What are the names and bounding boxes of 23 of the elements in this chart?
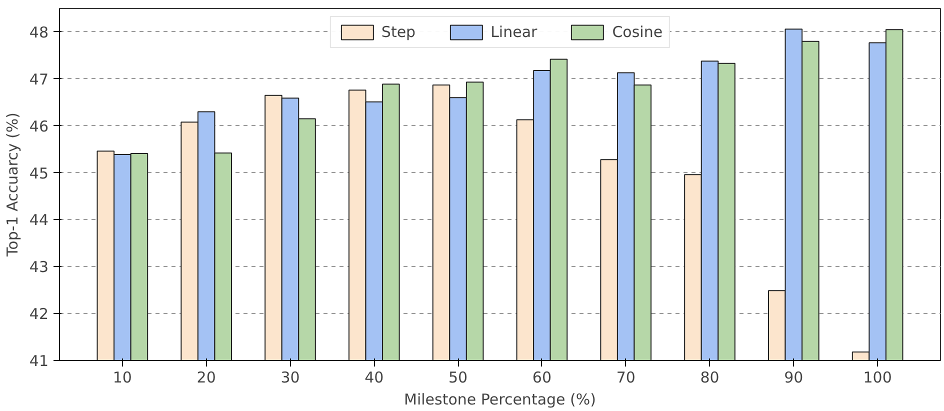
y-tick-label: 48 [29,23,49,42]
y-tick-label: 46 [29,117,49,136]
y-tick-label: 44 [29,211,49,230]
x-tick-label: 30 [280,368,300,386]
x-tick-label: 80 [700,368,720,386]
legend-label: Linear [490,23,538,41]
legend-label: Step [381,23,416,41]
x-axis-title: Milestone Percentage (%) [404,390,596,408]
y-tick-label: 42 [29,305,49,324]
y-tick-label: 45 [29,164,49,182]
y-tick-label: 43 [29,258,49,276]
y-tick-label: 47 [29,70,49,88]
x-tick-label: 20 [196,368,216,386]
x-tick-label: 100 [863,368,892,386]
x-tick-label: 10 [112,368,132,386]
x-tick-label: 50 [448,368,468,386]
legend-label: Cosine [612,23,663,41]
x-tick-label: 40 [364,368,384,386]
x-tick-label: 60 [532,368,552,386]
y-axis-title: Top-1 Accuarcy (%) [3,112,22,258]
y-tick-label: 41 [29,352,49,370]
x-tick-label: 90 [784,368,804,386]
x-tick-label: 70 [616,368,636,386]
